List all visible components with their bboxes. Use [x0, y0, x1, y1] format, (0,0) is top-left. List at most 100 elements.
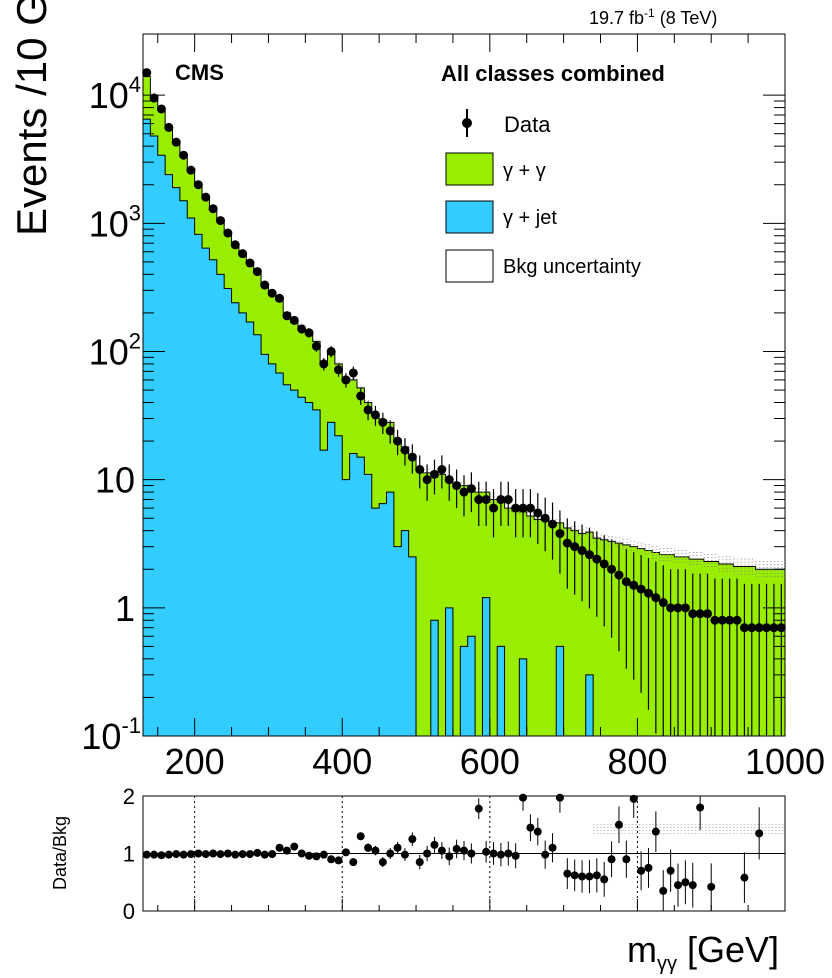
ratio-point — [600, 875, 609, 884]
data-point — [452, 481, 462, 491]
ratio-data-points — [142, 793, 764, 911]
data-point — [275, 293, 285, 303]
ratio-point — [688, 881, 697, 890]
ratio-axes: 0 1 2 — [123, 784, 786, 924]
data-point — [621, 577, 631, 587]
data-point — [592, 554, 602, 564]
ratio-point — [622, 855, 631, 864]
data-point — [267, 288, 277, 298]
x-axis-label: mγγ [GeV] — [627, 929, 779, 975]
data-point — [223, 228, 233, 238]
data-point — [201, 192, 211, 202]
data-point — [393, 436, 403, 446]
ratio-point — [707, 882, 716, 891]
legend-gj-label: γ + jet — [503, 207, 557, 229]
ratio-point — [334, 856, 343, 865]
ratio-point — [356, 832, 365, 841]
y-tick-label-base: 10 — [95, 460, 135, 501]
data-point — [658, 598, 668, 608]
ratio-point — [400, 850, 409, 859]
data-point — [260, 280, 270, 290]
ratio-point — [312, 852, 321, 861]
ratio-point — [157, 851, 166, 860]
data-point — [651, 593, 661, 603]
ratio-point — [696, 803, 705, 812]
data-point — [518, 503, 528, 513]
data-point — [636, 584, 646, 594]
data-points — [142, 68, 786, 736]
data-point — [629, 580, 639, 590]
x-tick-label: 200 — [165, 741, 225, 782]
ratio-point — [511, 851, 520, 860]
ratio-point — [341, 848, 350, 857]
ratio-point — [260, 850, 269, 859]
ratio-y-tick-label: 2 — [123, 784, 135, 809]
data-point — [562, 538, 572, 548]
ratio-point — [253, 848, 262, 857]
ratio-point — [637, 866, 646, 875]
ratio-point — [496, 850, 505, 859]
y-tick-label-exponent: 4 — [129, 72, 141, 97]
data-point — [252, 267, 262, 277]
legend: Data γ + γ γ + jet Bkg uncertainty — [445, 109, 641, 283]
data-point — [385, 426, 395, 436]
data-point — [739, 623, 749, 633]
ratio-point — [570, 871, 579, 880]
ratio-point — [415, 858, 424, 867]
data-point — [503, 495, 513, 505]
ratio-point — [489, 849, 498, 858]
data-point — [643, 588, 653, 598]
ratio-point — [290, 842, 299, 851]
y-tick-label-exponent: 3 — [129, 200, 141, 225]
data-point — [304, 328, 314, 338]
data-point — [525, 503, 535, 513]
data-point — [363, 405, 373, 415]
ratio-point — [437, 846, 446, 855]
ratio-point — [681, 878, 690, 887]
ratio-point — [555, 793, 564, 802]
y-tick-label-base: 10 — [89, 75, 129, 116]
data-point — [466, 484, 476, 494]
data-point — [459, 487, 469, 497]
x-tick-label: 1000 — [745, 741, 825, 782]
data-point — [422, 475, 432, 485]
ratio-point — [378, 858, 387, 867]
data-point — [511, 503, 521, 513]
data-point — [415, 465, 425, 475]
y-tick-label-base: 10 — [81, 716, 121, 757]
ratio-point — [231, 850, 240, 859]
ratio-point — [423, 849, 432, 858]
ratio-point — [467, 849, 476, 858]
ratio-point — [504, 849, 513, 858]
data-point — [444, 475, 454, 485]
ratio-point — [659, 886, 668, 895]
luminosity-main: 19.7 fb — [589, 8, 644, 28]
legend-gg-label: γ + γ — [503, 160, 546, 182]
data-point — [688, 609, 698, 619]
data-point — [348, 368, 358, 378]
data-point — [245, 258, 255, 268]
ratio-point — [186, 850, 195, 859]
ratio-point — [297, 849, 306, 858]
data-point — [533, 508, 543, 518]
data-point — [334, 365, 344, 375]
data-point — [747, 623, 757, 633]
data-point — [230, 240, 240, 250]
ratio-point — [755, 829, 764, 838]
y-tick-label: 10-1 — [81, 713, 141, 757]
data-point — [407, 452, 417, 462]
ratio-point — [607, 855, 616, 864]
data-point — [341, 375, 351, 385]
x-axis-label-unit: [GeV] — [677, 929, 779, 970]
data-point — [577, 546, 587, 556]
legend-data-marker — [462, 109, 472, 137]
data-point — [164, 122, 174, 132]
ratio-point — [150, 850, 159, 859]
data-point — [599, 559, 609, 569]
ratio-y-axis-label: Data/Bkg — [50, 816, 70, 890]
data-point — [673, 603, 683, 613]
ratio-point — [282, 846, 291, 855]
data-point — [555, 529, 565, 539]
data-point — [496, 495, 506, 505]
y-tick-label: 10 — [95, 460, 135, 501]
